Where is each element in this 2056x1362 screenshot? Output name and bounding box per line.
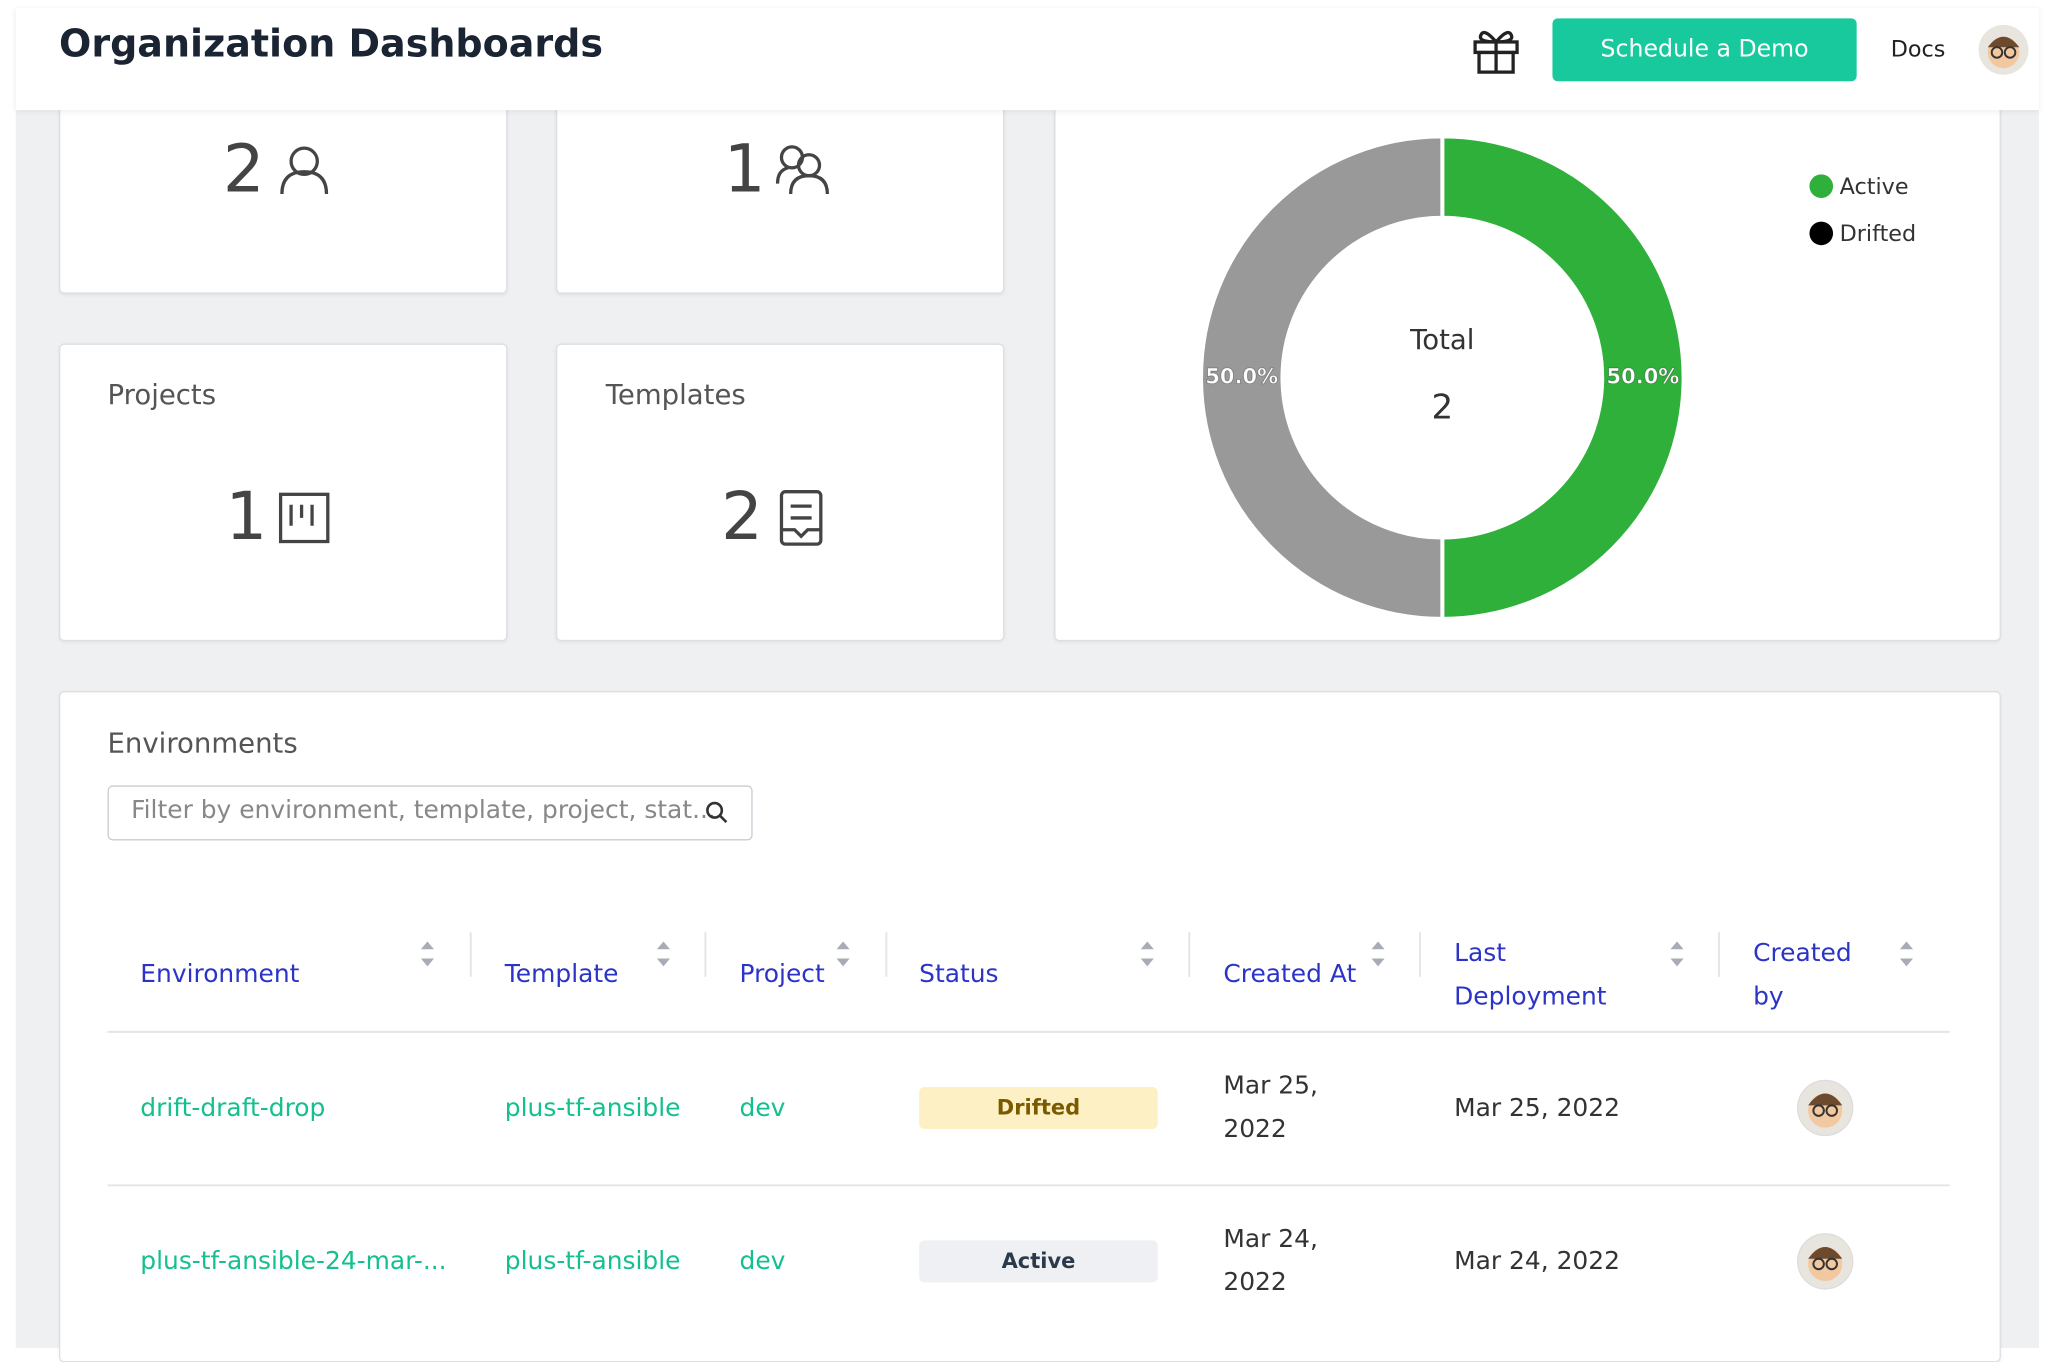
cell-link[interactable]: dev [739, 1246, 786, 1276]
avatar[interactable] [1977, 24, 2029, 76]
team-icon [775, 145, 830, 195]
gift-icon[interactable] [1471, 26, 1521, 76]
avatar-glass [1812, 1104, 1825, 1117]
stat-icons [278, 145, 830, 546]
avatar-glass [1825, 1104, 1838, 1117]
cell-link[interactable]: drift-draft-drop [140, 1092, 326, 1122]
slice-label: 50.0% [1205, 365, 1278, 389]
stat-value: 2 [721, 478, 763, 555]
cell-link[interactable]: dev [739, 1092, 786, 1122]
sort-icon [1140, 941, 1154, 967]
stat-value: 1 [723, 131, 766, 208]
sort-icon [1371, 941, 1385, 967]
column-header[interactable]: Created At [1223, 959, 1357, 989]
avatar-hair [1808, 1093, 1843, 1106]
cell-link[interactable]: plus-tf-ansible-24-mar-... [140, 1246, 447, 1276]
donut-slice [1199, 134, 1445, 621]
section-title: Environments [107, 727, 298, 760]
legend-label: Drifted [1840, 221, 1917, 247]
sort-icon [420, 941, 435, 967]
column-header[interactable]: Template [504, 959, 619, 989]
filter-placeholder: Filter by environment, template, project… [131, 795, 716, 825]
legend-swatch [1809, 221, 1834, 246]
center-label: Total [1409, 324, 1474, 356]
schedule-demo-button[interactable]: Schedule a Demo [1552, 18, 1857, 82]
stat-label: Projects [107, 378, 217, 411]
stat-card [59, 343, 508, 642]
legend-swatch [1809, 174, 1834, 198]
cell-text: Mar 24, 2022 [1223, 1224, 1318, 1297]
legend-label: Active [1840, 174, 1909, 200]
avatar-glass [1812, 1257, 1825, 1271]
search-icon[interactable] [704, 800, 730, 826]
column-header[interactable]: Status [919, 959, 999, 989]
stat-value: 2 [222, 131, 265, 208]
creator-avatar [1796, 1233, 1854, 1290]
stat-value: 1 [225, 478, 268, 555]
cell-text: Mar 25, 2022 [1454, 1092, 1620, 1122]
donut-slice [1440, 134, 1686, 621]
user-icon [280, 146, 329, 195]
sort-icon [1899, 941, 1914, 967]
avatar-glass [1825, 1257, 1838, 1271]
sort-icon [836, 941, 850, 967]
column-header[interactable]: Project [739, 959, 825, 989]
creator-avatar [1796, 1079, 1854, 1137]
sort-icon [656, 941, 671, 967]
docs-link[interactable]: Docs [1890, 36, 1946, 63]
stat-label: Templates [605, 378, 746, 411]
cell-text: Mar 24, 2022 [1454, 1246, 1620, 1276]
status-badge: Active [919, 1240, 1158, 1283]
stat-card [555, 343, 1005, 642]
column-header[interactable]: Last Deployment [1454, 938, 1607, 1011]
stat-card [555, 91, 1005, 294]
column-header[interactable]: Environment [140, 959, 300, 989]
project-icon [278, 492, 330, 544]
cell-text: Mar 25, 2022 [1223, 1071, 1318, 1144]
filter-input[interactable] [107, 785, 753, 841]
cell-link[interactable]: plus-tf-ansible [504, 1246, 681, 1276]
page-title: Organization Dashboards [59, 20, 604, 66]
slice-label: 50.0% [1607, 365, 1680, 389]
status-badge: Drifted [919, 1086, 1158, 1129]
template-icon [779, 490, 823, 546]
cell-link[interactable]: plus-tf-ansible [504, 1092, 681, 1122]
avatar-hair [1808, 1246, 1843, 1259]
column-header[interactable]: Created by [1753, 938, 1852, 1011]
sort-icon [1670, 941, 1684, 967]
center-value: 2 [1431, 387, 1453, 427]
donut-chart: Total 2 50.0% 50.0% Active Drifted [1199, 134, 1917, 621]
